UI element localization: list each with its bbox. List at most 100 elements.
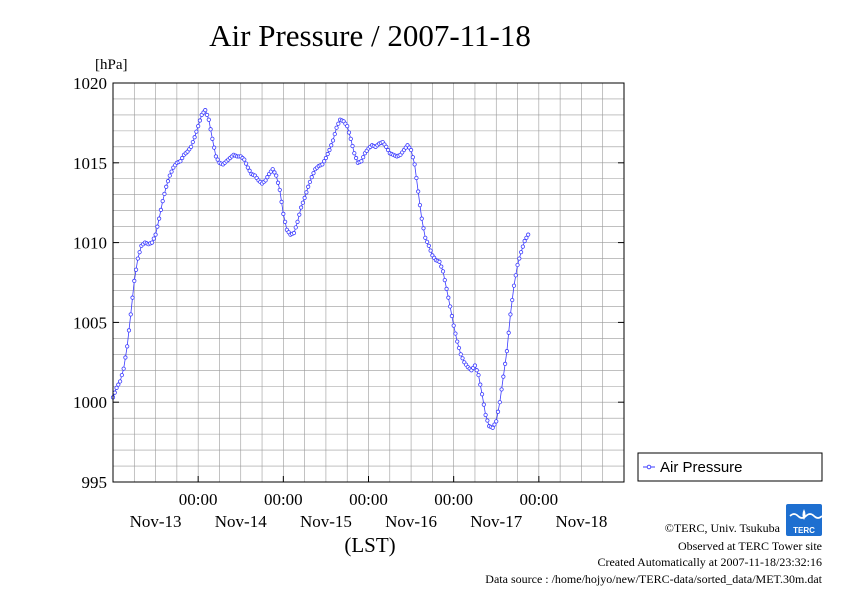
data-point xyxy=(247,168,252,173)
data-point xyxy=(245,165,250,170)
data-point xyxy=(453,331,458,336)
footer-observed: Observed at TERC Tower site xyxy=(678,539,822,553)
data-point xyxy=(472,363,478,368)
data-point xyxy=(126,328,132,333)
x-time-tick-label: 00:00 xyxy=(264,490,303,509)
data-point xyxy=(474,368,479,373)
data-point xyxy=(520,244,525,249)
data-point xyxy=(190,139,195,145)
data-point xyxy=(306,184,311,189)
data-point xyxy=(128,312,133,317)
data-point xyxy=(155,224,160,229)
data-point xyxy=(165,179,171,184)
data-point xyxy=(504,349,509,354)
data-point xyxy=(197,118,203,123)
x-time-tick-label: 00:00 xyxy=(519,490,558,509)
data-point xyxy=(178,159,183,164)
data-point xyxy=(336,121,341,126)
data-point xyxy=(309,175,314,180)
x-day-label: Nov-18 xyxy=(555,512,607,531)
legend-box xyxy=(637,452,823,482)
data-point xyxy=(495,409,501,414)
series-air-pressure xyxy=(110,108,531,430)
data-point xyxy=(272,170,277,175)
data-point xyxy=(130,295,135,300)
data-point xyxy=(180,155,185,161)
data-point xyxy=(320,162,325,167)
x-day-label: Nov-14 xyxy=(215,512,267,531)
logo-wave-icon xyxy=(789,513,823,519)
data-point xyxy=(485,418,490,423)
data-point xyxy=(478,382,483,387)
data-point xyxy=(137,250,142,255)
data-point xyxy=(497,400,502,405)
data-point xyxy=(196,123,201,129)
data-point xyxy=(132,278,137,283)
footer-credit: ©TERC, Univ. Tsukuba xyxy=(665,521,781,535)
data-point xyxy=(298,205,304,210)
data-point xyxy=(384,144,389,149)
data-point xyxy=(348,136,353,141)
data-point xyxy=(410,155,415,160)
data-point xyxy=(511,283,517,288)
data-point xyxy=(408,147,414,153)
data-point xyxy=(423,235,428,240)
data-point xyxy=(330,138,336,143)
data-point xyxy=(442,278,447,283)
data-point xyxy=(501,374,506,379)
data-point xyxy=(323,155,329,161)
data-point xyxy=(359,159,364,164)
data-point xyxy=(158,207,164,212)
data-point xyxy=(164,184,169,189)
data-point xyxy=(188,144,194,149)
data-point xyxy=(325,151,330,157)
legend-label: Air Pressure xyxy=(660,459,743,476)
data-point xyxy=(149,240,155,245)
data-point xyxy=(385,147,391,153)
data-point xyxy=(265,175,270,180)
data-point xyxy=(456,345,462,351)
data-point xyxy=(412,162,417,167)
data-point xyxy=(300,200,305,205)
data-point xyxy=(479,392,485,397)
data-point xyxy=(283,219,288,224)
data-point xyxy=(203,108,208,113)
data-point xyxy=(515,262,520,268)
data-point xyxy=(281,211,286,216)
footer-source: Data source : /home/hojyo/new/TERC-data/… xyxy=(485,572,822,586)
data-point xyxy=(455,339,460,344)
data-point xyxy=(135,256,140,261)
data-point xyxy=(275,180,281,185)
data-point xyxy=(414,175,419,181)
logo-drop-icon xyxy=(802,509,806,520)
data-point xyxy=(293,225,298,230)
data-point xyxy=(322,159,327,164)
data-point xyxy=(295,219,300,224)
data-point xyxy=(346,130,352,135)
data-point xyxy=(270,167,275,172)
data-point xyxy=(334,125,339,130)
data-point xyxy=(327,147,332,153)
data-point xyxy=(444,286,449,291)
data-point xyxy=(116,382,121,387)
terc-logo: TERC xyxy=(786,504,823,536)
data-point xyxy=(213,154,219,159)
data-point xyxy=(499,387,504,392)
data-point xyxy=(428,248,433,253)
chart-title: Air Pressure / 2007-11-18 xyxy=(209,18,531,53)
series-line xyxy=(112,109,529,429)
x-axis-label: (LST) xyxy=(344,533,395,557)
data-point xyxy=(510,297,515,303)
data-point xyxy=(439,264,444,269)
data-point xyxy=(492,422,497,427)
data-point xyxy=(449,313,454,319)
data-point xyxy=(416,189,421,194)
footer-created: Created Automatically at 2007-11-18/23:3… xyxy=(597,555,822,569)
logo-text: TERC xyxy=(793,526,815,535)
data-point xyxy=(494,419,499,424)
y-tick-label: 1015 xyxy=(73,154,107,173)
data-point xyxy=(451,323,456,328)
data-point xyxy=(133,267,139,272)
data-point xyxy=(508,312,513,317)
data-point xyxy=(522,238,527,244)
